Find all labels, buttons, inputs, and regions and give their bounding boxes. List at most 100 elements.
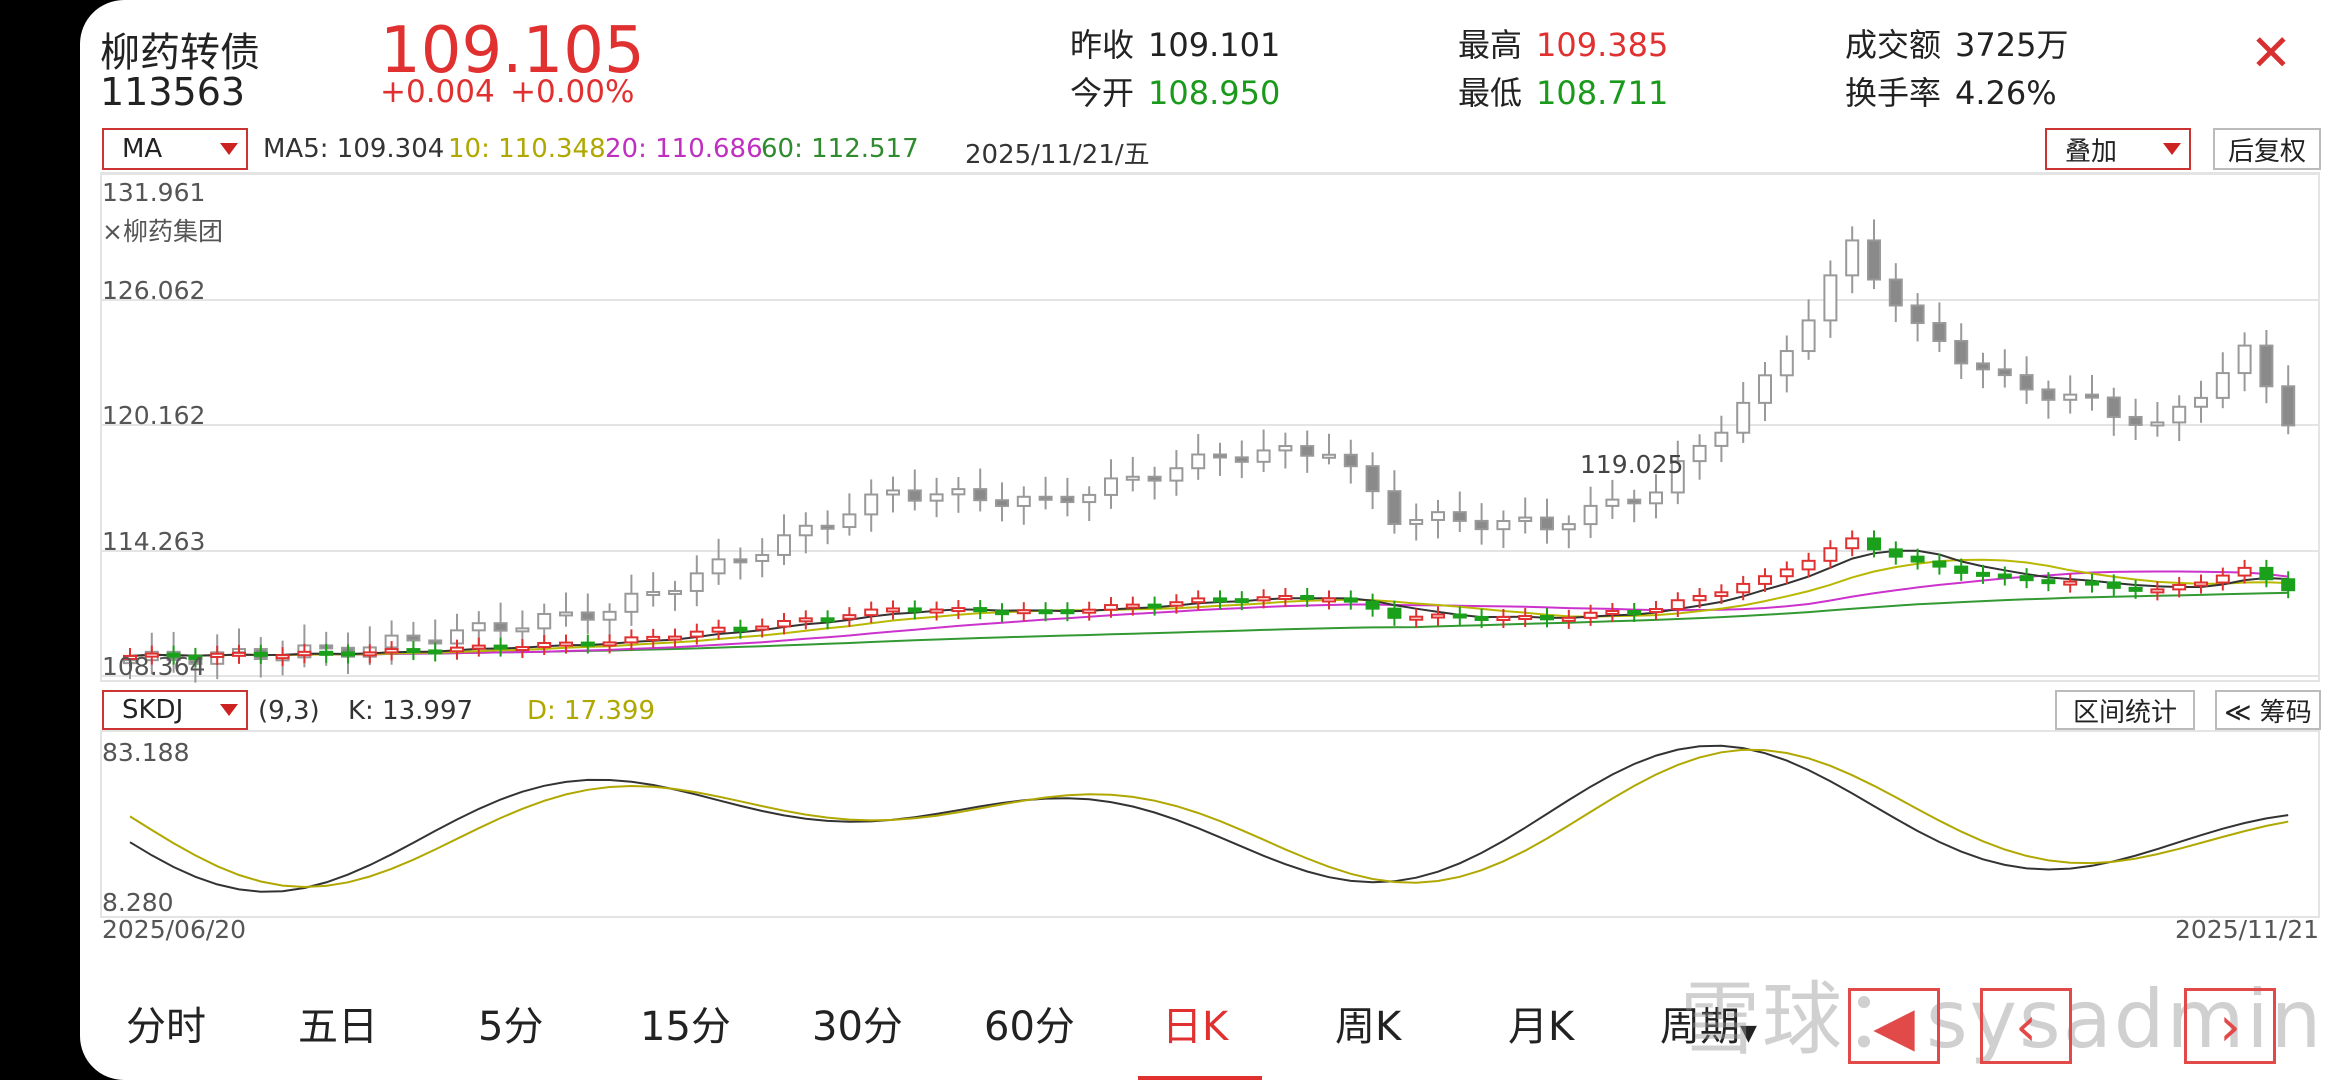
overlay-candle-body bbox=[1038, 609, 1053, 615]
overlay-candle-body bbox=[493, 644, 508, 650]
close-icon[interactable]: ✕ bbox=[2250, 24, 2292, 82]
overlay-candle-body bbox=[341, 651, 355, 657]
overlay-candle-body bbox=[1954, 565, 1969, 574]
overlay-candle-body bbox=[319, 650, 334, 656]
chevron-down-icon bbox=[220, 704, 238, 716]
candle-body bbox=[2150, 421, 2165, 427]
overlay-candle-body bbox=[2085, 580, 2099, 586]
overlay-candle-body bbox=[1845, 537, 1860, 550]
candle-body bbox=[1213, 453, 1227, 459]
prev-close-stat: 昨收 109.101 bbox=[1070, 20, 1280, 66]
overlay-candle-body bbox=[995, 610, 1009, 616]
overlay-candle-body bbox=[777, 619, 791, 628]
prev-icon[interactable]: ‹ bbox=[1980, 988, 2072, 1064]
overlay-candle-body bbox=[1540, 615, 1554, 621]
overlay-candle-body bbox=[1932, 560, 1947, 568]
overlay-candle-body bbox=[1387, 607, 1402, 619]
overlay-candle-body bbox=[1627, 610, 1642, 616]
tab-15min[interactable]: 15分 bbox=[640, 1004, 731, 1050]
candle-body bbox=[755, 553, 770, 562]
overlay-candle-body bbox=[820, 617, 835, 623]
candle-body bbox=[1910, 304, 1925, 325]
tab-30min[interactable]: 30分 bbox=[812, 1004, 903, 1050]
candle-body bbox=[1823, 274, 1838, 322]
kline-chart[interactable] bbox=[100, 172, 2320, 692]
candle-body bbox=[471, 622, 486, 632]
high-value: 109.385 bbox=[1536, 26, 1669, 64]
overlay-candle-body bbox=[1692, 594, 1707, 602]
overlay-candle-body bbox=[2172, 584, 2187, 591]
ma-indicator-select[interactable]: MA bbox=[102, 128, 248, 170]
overlay-candle-body bbox=[755, 625, 770, 631]
candle-body bbox=[2281, 385, 2296, 427]
adjust-button[interactable]: 后复权 bbox=[2213, 128, 2321, 170]
ma60-value: 60: 112.517 bbox=[761, 134, 919, 164]
kdj-indicator-select[interactable]: SKDJ bbox=[102, 690, 248, 730]
active-tab-indicator bbox=[1138, 1076, 1262, 1080]
chips-button[interactable]: ≪ 筹码 bbox=[2215, 690, 2321, 730]
candle-body bbox=[580, 611, 595, 621]
overlay-select[interactable]: 叠加 bbox=[2045, 128, 2191, 170]
tab-5min[interactable]: 5分 bbox=[478, 1004, 544, 1050]
tab-period[interactable]: 周期▼ bbox=[1660, 994, 1757, 1052]
overlay-candle-body bbox=[253, 651, 268, 657]
tab-monthly-k[interactable]: 月K bbox=[1508, 1004, 1575, 1050]
y-label-2: 126.062 bbox=[102, 276, 206, 305]
ma10-value: 10: 110.348 bbox=[448, 134, 606, 164]
range-stats-button[interactable]: 区间统计 bbox=[2055, 690, 2195, 730]
overlay-candle-body bbox=[232, 651, 246, 657]
overlay-candle-body bbox=[1016, 609, 1031, 615]
overlay-candle-body bbox=[2019, 575, 2034, 582]
overlay-candle-body bbox=[1147, 603, 1162, 609]
overlay-candle-body bbox=[406, 648, 421, 654]
open-stat: 今开 108.950 bbox=[1070, 68, 1280, 114]
overlay-candle-body bbox=[668, 635, 682, 641]
overlay-candle-body bbox=[798, 617, 813, 623]
kdj-chart[interactable] bbox=[100, 730, 2320, 920]
tab-60min[interactable]: 60分 bbox=[984, 1004, 1075, 1050]
open-label: 今开 bbox=[1070, 74, 1135, 112]
candle-body bbox=[1649, 491, 1663, 505]
overlay-candle-body bbox=[1409, 615, 1424, 621]
candle-body bbox=[798, 524, 813, 537]
y-label-3: 120.162 bbox=[102, 401, 206, 430]
overlay-candle-body bbox=[886, 607, 900, 613]
overlay-candle-body bbox=[362, 651, 377, 657]
candle-body bbox=[1060, 495, 1075, 504]
overlay-candle-body bbox=[689, 630, 704, 638]
overlay-candle-body bbox=[1256, 596, 1271, 602]
candle-body bbox=[602, 610, 617, 621]
tab-weekly-k[interactable]: 周K bbox=[1335, 1004, 1402, 1050]
overlay-candle-body bbox=[275, 654, 290, 660]
switch-icon[interactable]: ◀ bbox=[1848, 988, 1940, 1064]
overlay-candle-body bbox=[1213, 597, 1227, 603]
candle-body bbox=[951, 488, 966, 496]
overlay-candle-body bbox=[2150, 588, 2165, 594]
low-label: 最低 bbox=[1458, 74, 1523, 112]
overlay-candle-body bbox=[733, 626, 748, 632]
candle-body bbox=[1452, 511, 1467, 522]
chevron-down-icon bbox=[2163, 143, 2181, 155]
overlay-candle-body bbox=[973, 607, 988, 613]
candle-body bbox=[1125, 475, 1140, 481]
candle-body bbox=[1234, 456, 1249, 463]
tab-five-day[interactable]: 五日 bbox=[298, 1004, 378, 1050]
tab-intraday[interactable]: 分时 bbox=[126, 1004, 206, 1050]
candle-body bbox=[1605, 498, 1620, 507]
candle-body bbox=[842, 513, 857, 529]
candle-body bbox=[1038, 495, 1053, 501]
candle-body bbox=[2237, 344, 2252, 375]
candle-body bbox=[1191, 453, 1206, 470]
overlay-candle-body bbox=[1125, 603, 1140, 609]
tab-daily-k[interactable]: 日K bbox=[1162, 1004, 1229, 1050]
candle-body bbox=[1736, 401, 1751, 434]
candle-body bbox=[1954, 339, 1969, 365]
overlay-candle-body bbox=[2215, 574, 2230, 584]
next-icon[interactable]: › bbox=[2184, 988, 2276, 1064]
candle-body bbox=[668, 589, 682, 595]
overlay-candle-body bbox=[1867, 537, 1881, 551]
overlay-candle-body bbox=[2237, 566, 2252, 577]
overlay-candle-body bbox=[144, 652, 159, 658]
candle-body bbox=[711, 558, 726, 575]
date-start: 2025/06/20 bbox=[102, 915, 247, 944]
